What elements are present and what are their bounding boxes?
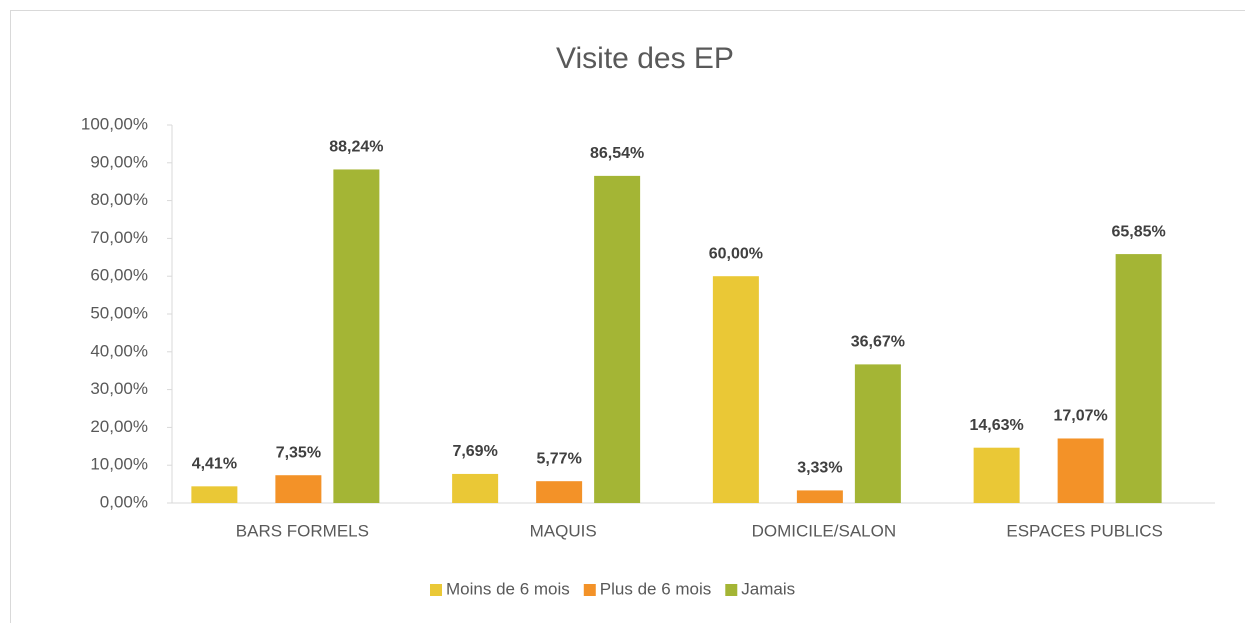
bar <box>712 276 759 503</box>
bar <box>594 175 641 504</box>
x-tick-label: BARS FORMELS <box>236 521 369 540</box>
y-tick-label: 10,00% <box>90 455 148 474</box>
y-tick-label: 60,00% <box>90 266 148 285</box>
value-label: 5,77% <box>536 450 581 467</box>
y-tick-label: 50,00% <box>90 303 148 322</box>
legend-label: Moins de 6 mois <box>446 579 570 598</box>
y-tick-label: 90,00% <box>90 152 148 171</box>
value-label: 60,00% <box>709 245 763 262</box>
y-tick-label: 30,00% <box>90 379 148 398</box>
chart-border <box>10 10 1245 623</box>
bar <box>796 490 843 503</box>
chart-title: Visite des EP <box>556 42 734 75</box>
bar <box>452 473 499 503</box>
bar <box>1115 254 1162 503</box>
y-tick-label: 0,00% <box>100 492 148 511</box>
bar <box>854 364 901 503</box>
bar <box>333 169 380 503</box>
y-tick-label: 20,00% <box>90 417 148 436</box>
y-tick-label: 80,00% <box>90 190 148 209</box>
value-label: 36,67% <box>851 334 905 351</box>
legend-swatch <box>583 584 596 596</box>
value-label: 65,85% <box>1111 223 1165 240</box>
bar <box>275 475 322 503</box>
bar <box>191 486 238 503</box>
legend-swatch <box>725 584 738 596</box>
bar <box>973 447 1020 503</box>
value-label: 88,24% <box>329 139 383 156</box>
legend-label: Jamais <box>741 579 795 598</box>
value-label: 86,54% <box>590 145 644 162</box>
y-tick-label: 100,00% <box>81 114 148 133</box>
value-label: 7,35% <box>276 444 321 461</box>
y-tick-label: 70,00% <box>90 228 148 247</box>
value-label: 14,63% <box>969 417 1023 434</box>
x-tick-label: DOMICILE/SALON <box>752 521 897 540</box>
bar <box>1057 438 1104 503</box>
legend-swatch <box>430 584 442 596</box>
value-label: 4,41% <box>192 456 237 473</box>
value-label: 3,33% <box>797 460 842 477</box>
bar <box>536 481 583 503</box>
x-tick-label: MAQUIS <box>530 521 597 540</box>
y-tick-label: 40,00% <box>90 341 148 360</box>
value-label: 17,07% <box>1053 408 1107 425</box>
value-label: 7,69% <box>452 443 497 460</box>
legend-label: Plus de 6 mois <box>600 579 712 598</box>
x-tick-label: ESPACES PUBLICS <box>1006 521 1163 540</box>
